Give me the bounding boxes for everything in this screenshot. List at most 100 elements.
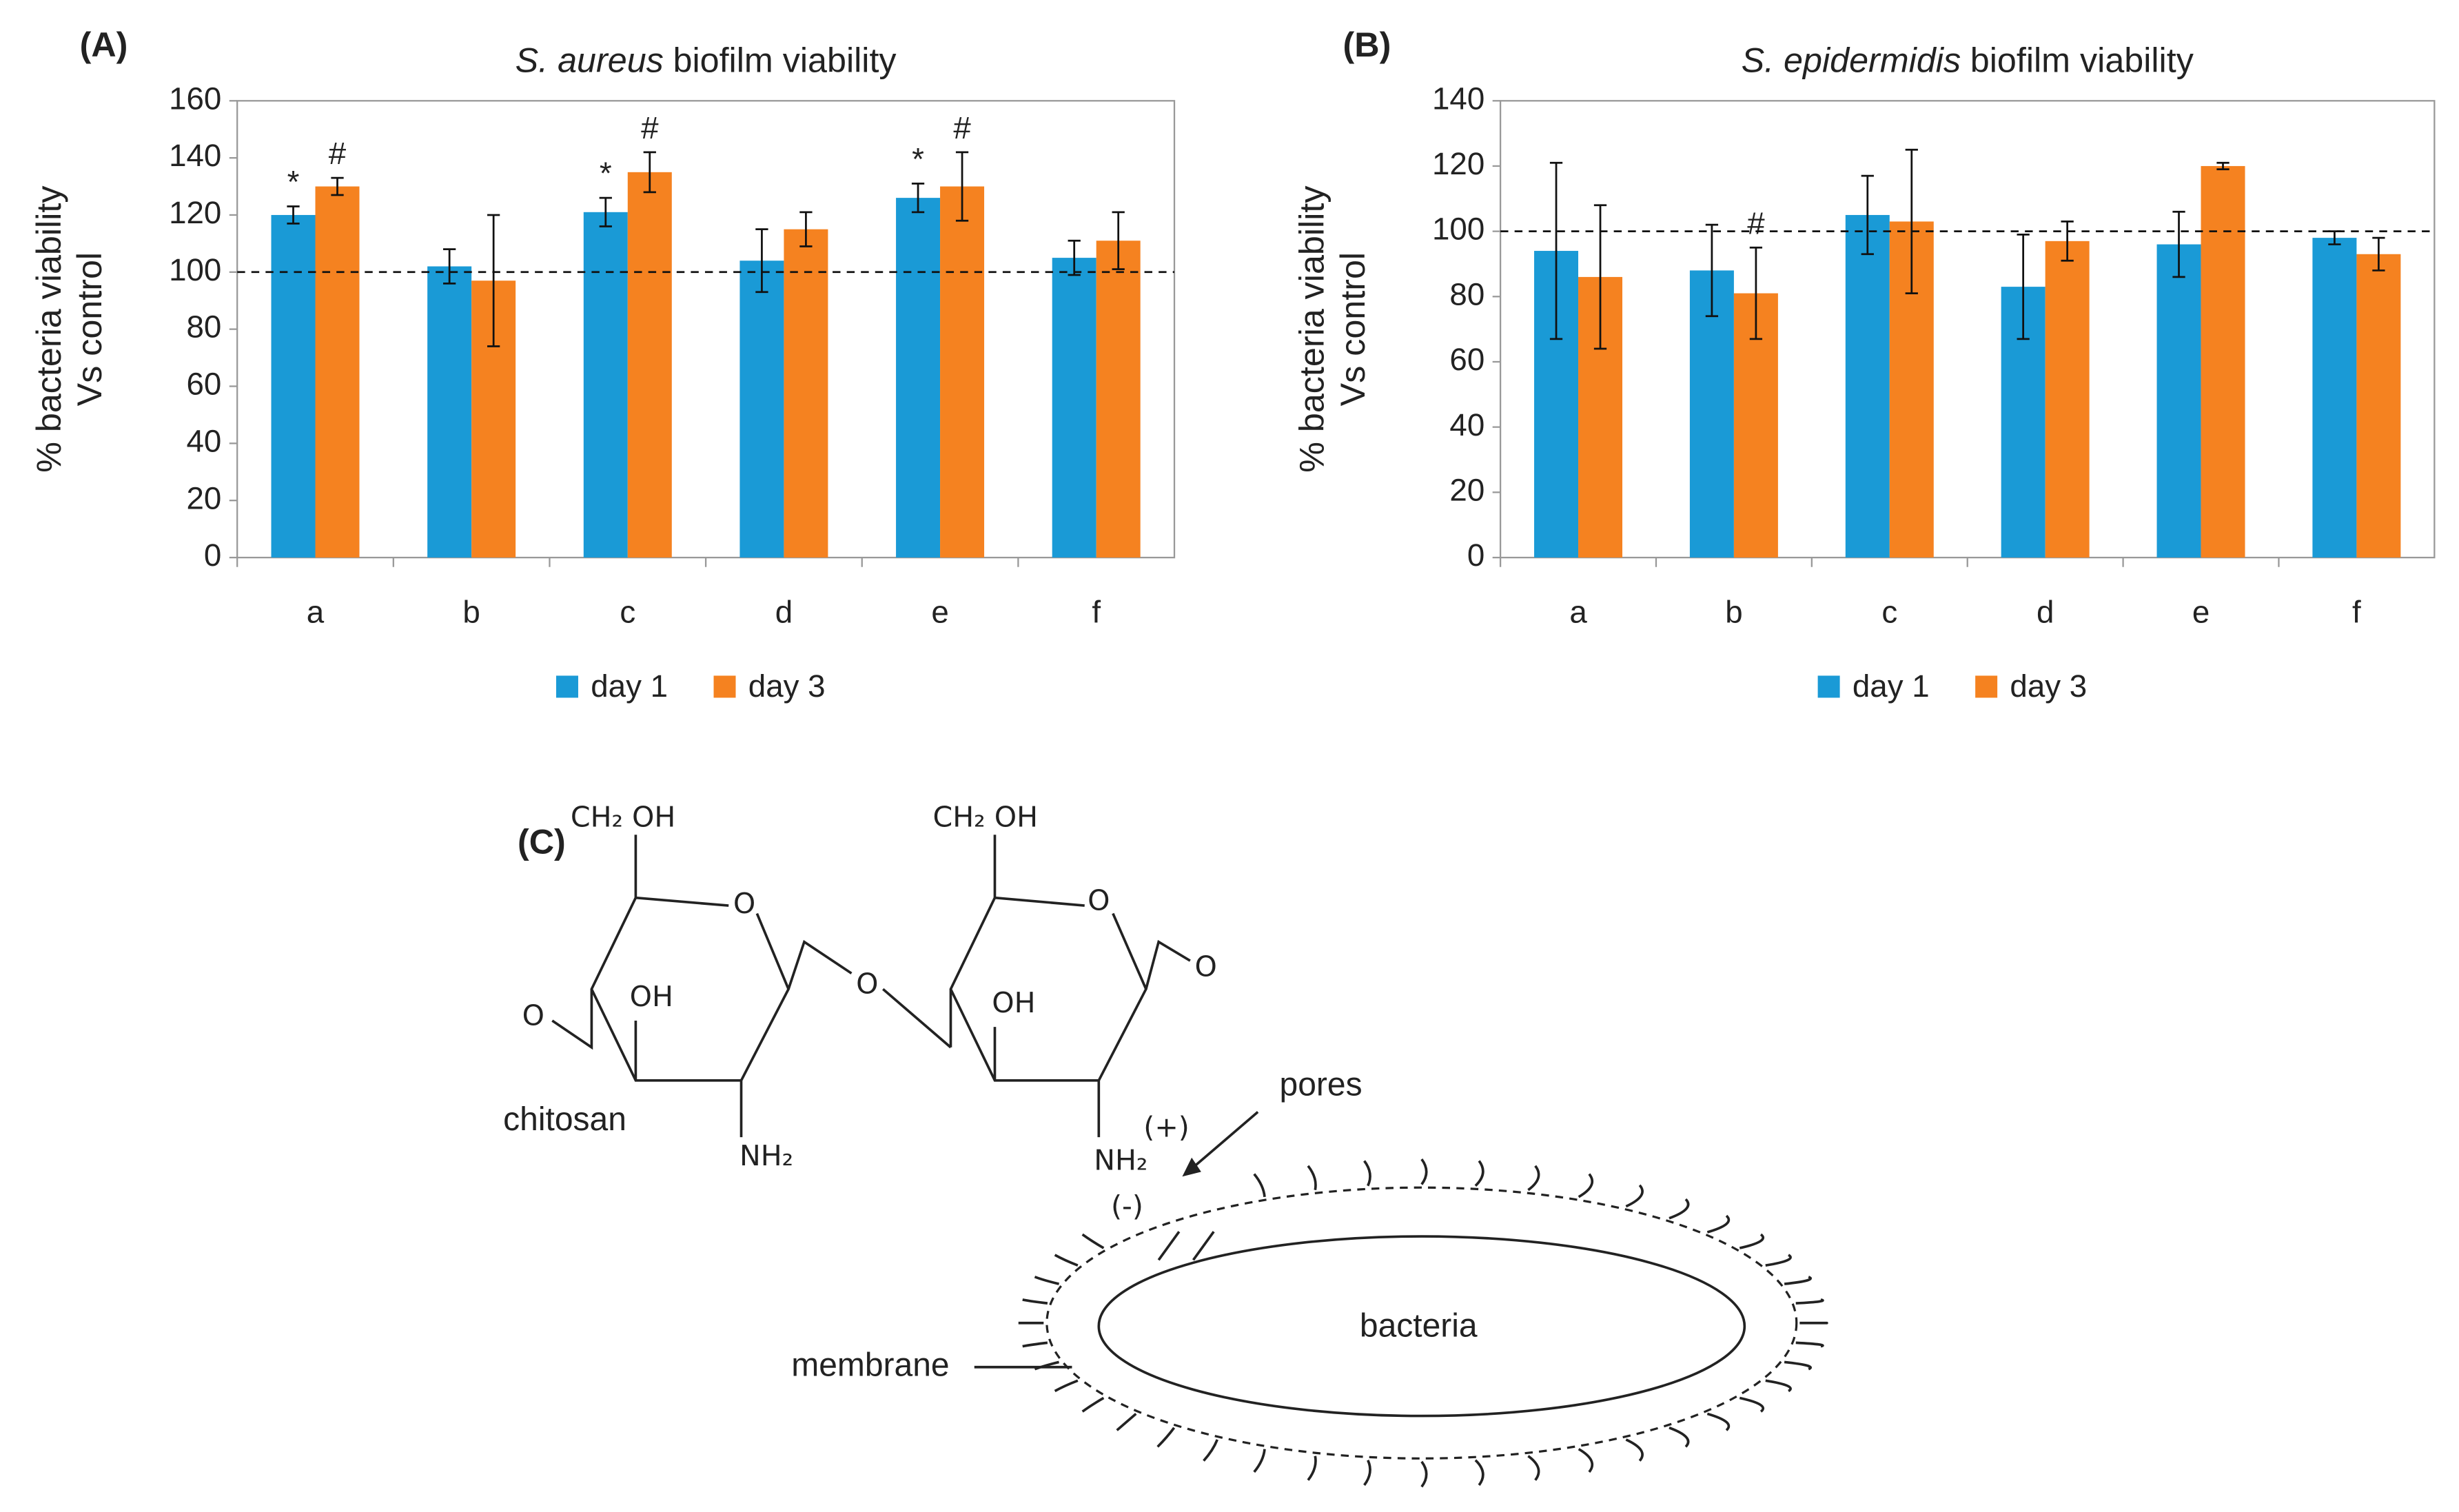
bar [427,266,472,558]
panel-label: (B) [1343,25,1391,64]
y-tick-label: 80 [187,309,222,345]
error-bar [1705,223,1719,318]
y-tick-label: 80 [1449,276,1484,311]
hair [1765,1379,1792,1393]
chart-title: S. epidermidis biofilm viability [1742,41,2194,80]
diagram-label: O [1195,950,1217,983]
hair [1363,1160,1371,1187]
y-tick-label: 0 [1467,538,1484,573]
x-tick-label: e [931,594,948,629]
x-tick-label: f [1092,594,1101,629]
diagram-label: O [856,968,878,1001]
y-tick-label: 140 [169,138,221,173]
error-bar [2061,221,2074,262]
significance-marker: * [912,141,924,176]
bar [784,229,828,558]
error-bar [487,214,500,347]
diagram-label: O [522,999,544,1032]
bar [2356,254,2401,558]
bar [739,260,784,558]
bar [2201,165,2245,558]
significance-marker: # [953,110,971,145]
hair [1578,1173,1593,1198]
diagram-label: O [1088,884,1110,917]
hair [1420,1460,1428,1488]
y-tick-label: 60 [187,367,222,402]
hair [1669,1427,1690,1448]
error-bar [1861,174,1874,256]
error-bar [2216,161,2230,171]
title-rest: biofilm viability [1970,41,2194,80]
title-rest: biofilm viability [673,41,897,80]
bar [1052,258,1096,558]
hair [1625,1438,1644,1462]
x-tick-label: e [2192,594,2210,629]
y-tick-label: 40 [187,423,222,458]
hair [1081,1233,1105,1249]
legend-swatch [1975,675,1998,698]
y-tick-label: 20 [1449,472,1484,507]
hair [1784,1360,1812,1371]
diagram-label: (-) [1111,1189,1143,1223]
x-tick-label: c [1881,594,1897,629]
diagram-label: CH₂ OH [571,800,676,833]
diagram-label: OH [992,986,1035,1019]
error-bar [331,176,344,196]
error-bar [911,183,925,214]
error-bar [287,205,300,225]
error-bar [443,248,456,285]
bar [1845,214,1890,558]
hair [1363,1460,1371,1487]
hair [1022,1341,1048,1348]
y-axis-label: Vs control [1333,252,1372,407]
y-tick-label: 20 [187,480,222,515]
bar [1689,270,1734,558]
y-tick-label: 60 [1449,342,1484,377]
plot-frame [1499,100,2436,559]
diagram-label: membrane [791,1347,949,1383]
y-axis-label: Vs control [70,252,109,407]
title-italic: S. aureus [516,41,664,80]
error-bar [1112,211,1125,271]
panel-label: (C) [518,821,566,861]
diagram-label: chitosan [503,1101,626,1138]
hair [1474,1459,1484,1487]
error-bar [599,196,612,227]
x-tick-label: f [2352,594,2361,629]
y-tick-label: 0 [204,538,221,573]
hair [1081,1396,1105,1413]
y-tick-label: 120 [1432,146,1484,181]
hair [1253,1449,1266,1473]
bar [627,172,672,558]
y-tick-label: 40 [1449,407,1484,442]
diagram-label: pores [1280,1067,1363,1103]
y-axis-label: % bacteria viability [1292,185,1331,473]
hair [1706,1214,1731,1234]
plot-frame [236,100,1176,559]
hair [1527,1455,1540,1481]
error-bar [1549,161,1563,340]
legend-swatch [713,675,736,698]
chitosan-structure [551,835,1191,1138]
error-bar [1068,239,1081,276]
y-tick-label: 120 [169,195,221,230]
hair [1022,1298,1048,1305]
hair [1034,1276,1059,1285]
hair [1253,1173,1266,1198]
hair [1054,1379,1079,1393]
hair [1307,1165,1317,1191]
error-bar [643,151,656,194]
diagram-label: NH₂ [1094,1144,1147,1177]
legend-label: day 3 [748,668,826,704]
y-tick-label: 100 [169,252,221,287]
error-bar [1593,204,1607,350]
hair [1795,1341,1824,1348]
x-tick-label: b [1725,594,1742,629]
significance-marker: * [287,165,300,200]
error-bar [799,211,813,247]
hair [1784,1276,1812,1285]
hair [1034,1360,1059,1371]
error-bar [2172,210,2185,278]
significance-marker: * [600,156,612,191]
